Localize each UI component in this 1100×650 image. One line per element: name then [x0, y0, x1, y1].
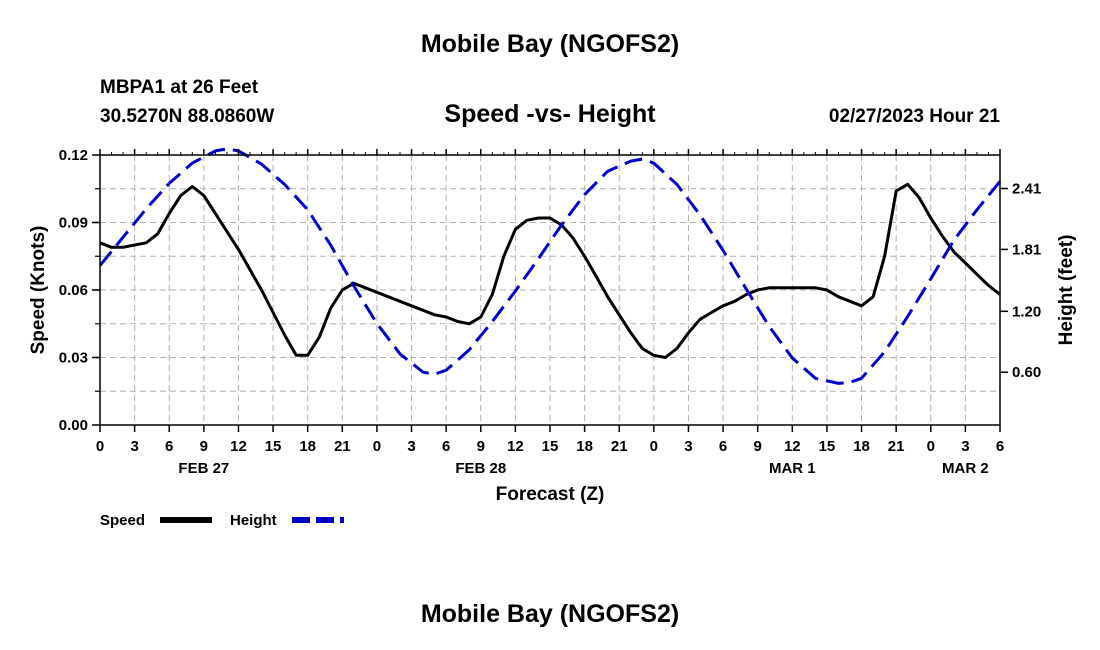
- x-tick-label: 6: [719, 438, 727, 455]
- x-tick-label: 21: [888, 438, 905, 455]
- forecast-datetime: 02/27/2023 Hour 21: [828, 106, 1000, 127]
- y-right-tick-label: 1.20: [1012, 303, 1041, 320]
- x-tick-label: 15: [542, 438, 559, 455]
- x-tick-label: 9: [754, 438, 762, 455]
- x-tick-label: 6: [442, 438, 450, 455]
- height-series-line: [98, 147, 1002, 385]
- x-tick-label: 18: [853, 438, 870, 455]
- y-left-axis-title: Speed (Knots): [28, 226, 49, 355]
- x-tick-label: 3: [407, 438, 415, 455]
- x-tick-label: 9: [477, 438, 485, 455]
- y-right-axis-title: Height (feet): [1056, 235, 1077, 346]
- x-tick-label: 21: [611, 438, 628, 455]
- x-tick-label: 6: [996, 438, 1004, 455]
- legend-speed-label: Speed: [100, 512, 145, 529]
- date-label: FEB 28: [455, 460, 506, 477]
- footer-title: Mobile Bay (NGOFS2): [420, 600, 680, 628]
- x-tick-label: 3: [130, 438, 138, 455]
- x-tick-label: 12: [784, 438, 801, 455]
- x-tick-label: 18: [576, 438, 593, 455]
- x-tick-label: 0: [373, 438, 381, 455]
- x-tick-label: 3: [961, 438, 969, 455]
- station-label: MBPA1 at 26 Feet: [100, 77, 259, 98]
- axis-ticks: [92, 149, 1008, 432]
- speed-series-line: [99, 182, 1001, 359]
- axis-labels: 0 3 6 9 12 15 18 21 0 3 6 9 12 15 18 21 0 3 6 9 12 15 18 21 0 3 6 0…: [28, 147, 1077, 505]
- y-left-tick-label: 0.03: [59, 350, 88, 367]
- x-tick-label: 0: [96, 438, 104, 455]
- y-right-tick-label: 1.81: [1012, 241, 1041, 258]
- x-tick-label: 12: [507, 438, 524, 455]
- y-right-tick-label: 0.60: [1012, 364, 1041, 381]
- x-tick-label: 3: [684, 438, 692, 455]
- y-left-tick-label: 0.00: [59, 417, 88, 434]
- x-tick-label: 0: [927, 438, 935, 455]
- x-tick-label: 0: [650, 438, 658, 455]
- x-tick-label: 9: [200, 438, 208, 455]
- chart-subtitle: Speed -vs- Height: [444, 100, 656, 128]
- x-tick-label: 15: [819, 438, 836, 455]
- y-left-tick-label: 0.09: [59, 215, 88, 232]
- x-tick-label: 12: [230, 438, 247, 455]
- x-tick-label: 6: [165, 438, 173, 455]
- speed-height-chart: 0 3 6 9 12 15 18 21 0 3 6 9 12 15 18 21 0 3 6 9 12 15 18 21 0 3 6 0…: [28, 147, 1077, 529]
- chart-title: Mobile Bay (NGOFS2): [420, 30, 680, 58]
- y-left-tick-label: 0.12: [59, 147, 88, 164]
- chart-series: [98, 147, 1002, 385]
- y-right-tick-label: 2.41: [1012, 180, 1041, 197]
- chart-legend: Speed Height: [100, 512, 344, 529]
- date-label: MAR 1: [769, 460, 816, 477]
- x-axis-title: Forecast (Z): [496, 484, 605, 505]
- y-left-tick-label: 0.06: [59, 282, 88, 299]
- station-coordinates: 30.5270N 88.0860W: [100, 106, 275, 127]
- x-tick-label: 21: [334, 438, 351, 455]
- chart-grid: [100, 155, 1000, 425]
- x-tick-label: 15: [265, 438, 282, 455]
- x-tick-label: 18: [299, 438, 316, 455]
- date-label: MAR 2: [942, 460, 989, 477]
- date-label: FEB 27: [178, 460, 229, 477]
- legend-height-label: Height: [230, 512, 277, 529]
